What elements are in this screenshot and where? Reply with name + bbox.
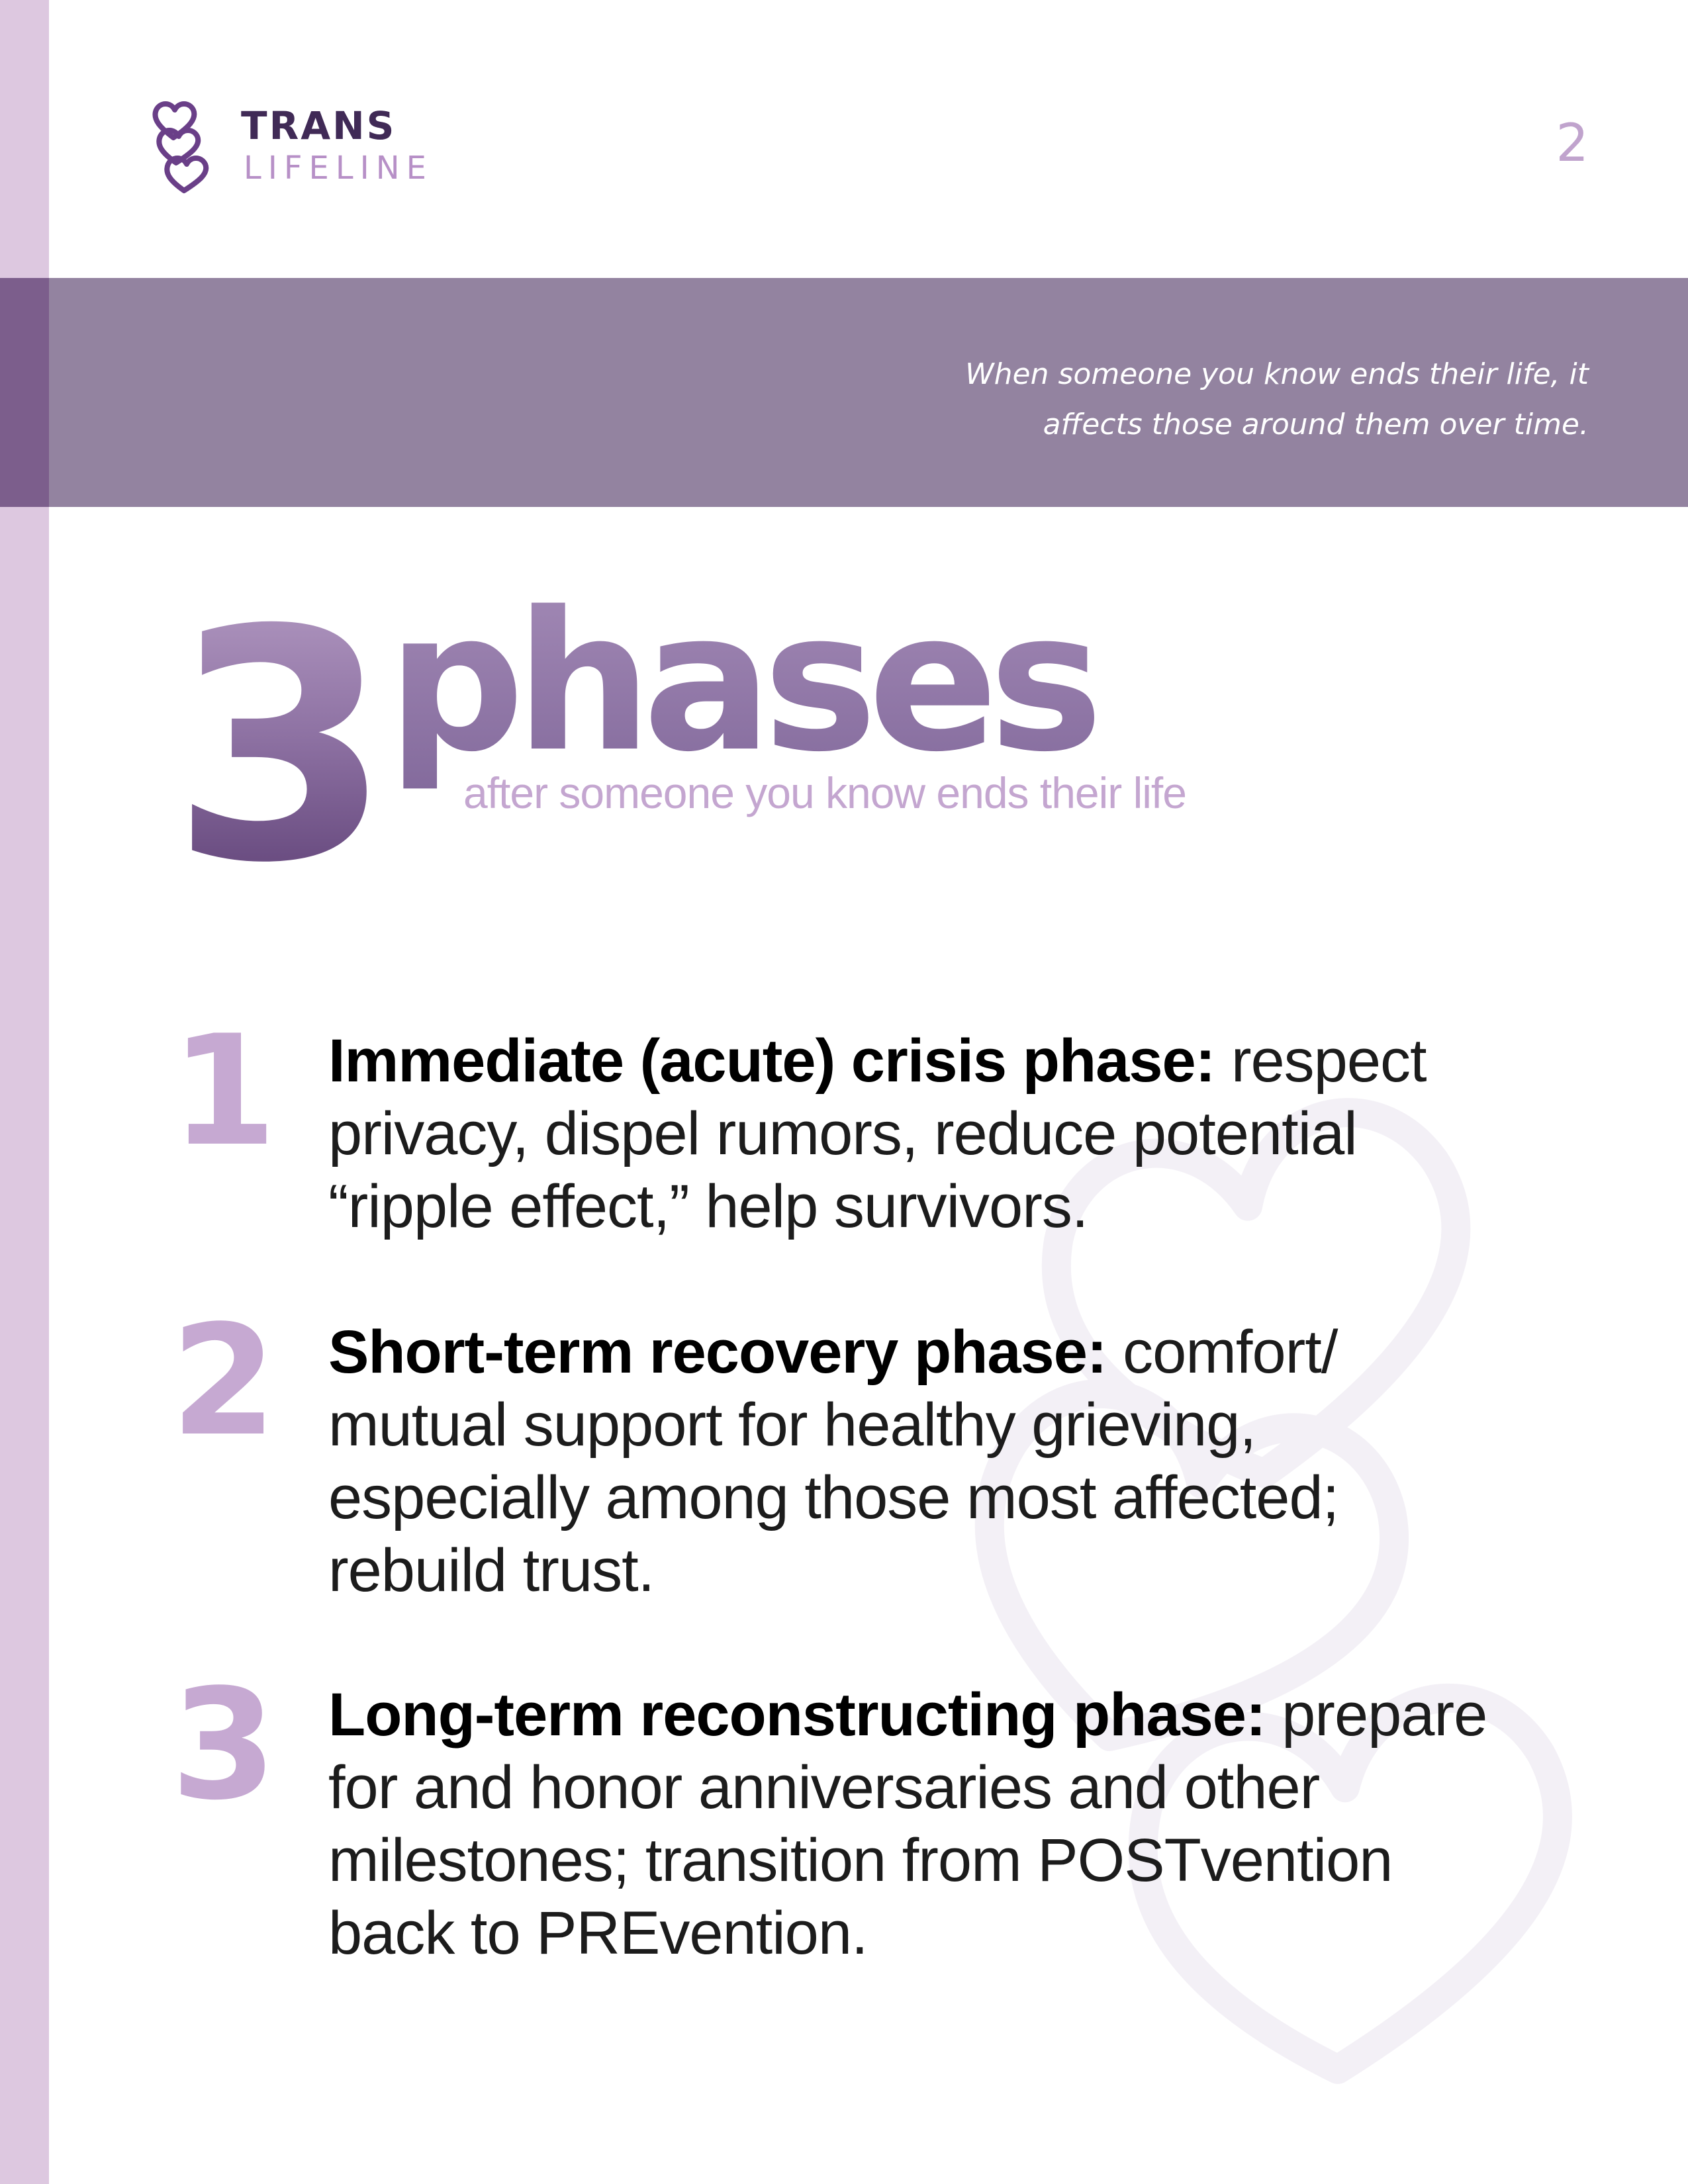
phase-2-line-3: especially among those most affected; — [328, 1464, 1339, 1531]
phase-3-text: Long-term reconstructing phase: prepare … — [328, 1678, 1573, 1970]
logo-lifeline-text: LIFELINE — [244, 150, 433, 187]
phase-2-first-line: Short-term recovery phase: comfort/ — [328, 1316, 1573, 1388]
phase-3-line-3: milestones; transition from POSTvention — [328, 1827, 1393, 1894]
phase-2-title: Short-term recovery phase: — [328, 1318, 1107, 1386]
phase-1-line-2: privacy, dispel rumors, reduce potential — [328, 1100, 1358, 1167]
hearts-watermark-icon — [974, 1098, 1572, 2084]
heading-word: phases — [387, 571, 1103, 794]
phase-2-line-1: comfort/ — [1106, 1318, 1338, 1386]
phase-1-line-1: respect — [1215, 1027, 1427, 1095]
phase-1-first-line: Immediate (acute) crisis phase: respect — [328, 1024, 1573, 1097]
left-accent-stripe-dark — [0, 278, 49, 507]
heading-number: 3 — [171, 563, 392, 933]
phase-2-line-2: mutual support for healthy grieving, — [328, 1391, 1256, 1459]
banner-quote-line-2: affects those around them over time. — [1043, 408, 1589, 441]
phase-2-number: 2 — [170, 1293, 277, 1470]
banner-quote-line-1: When someone you know ends their life, i… — [965, 357, 1589, 391]
banner-quote: When someone you know ends their life, i… — [861, 349, 1589, 450]
phase-3-line-2: for and honor anniversaries and other — [328, 1754, 1320, 1821]
phase-2-line-4: rebuild trust. — [328, 1537, 655, 1604]
phase-1-title: Immediate (acute) crisis phase: — [328, 1027, 1215, 1095]
phase-3-first-line: Long-term reconstructing phase: prepare — [328, 1678, 1573, 1751]
phase-1-line-3: “ripple effect,” help survivors. — [328, 1173, 1088, 1240]
phase-3-title: Long-term reconstructing phase: — [328, 1681, 1266, 1749]
page-number: 2 — [1556, 114, 1589, 173]
heading-subtitle: after someone you know ends their life — [463, 768, 1187, 817]
phase-1-text: Immediate (acute) crisis phase: respect … — [328, 1024, 1573, 1243]
phase-3-line-4: back to PREvention. — [328, 1899, 868, 1967]
header-banner: When someone you know ends their life, i… — [49, 278, 1688, 507]
hearts-icon — [152, 101, 209, 193]
phase-3-line-1: prepare — [1265, 1681, 1487, 1749]
logo-trans-text: TRANS — [241, 103, 397, 148]
phase-1-number: 1 — [170, 1003, 277, 1180]
trans-lifeline-logo: TRANS LIFELINE — [147, 98, 451, 194]
phase-2-text: Short-term recovery phase: comfort/ mutu… — [328, 1316, 1573, 1607]
phase-3-number: 3 — [170, 1657, 277, 1834]
